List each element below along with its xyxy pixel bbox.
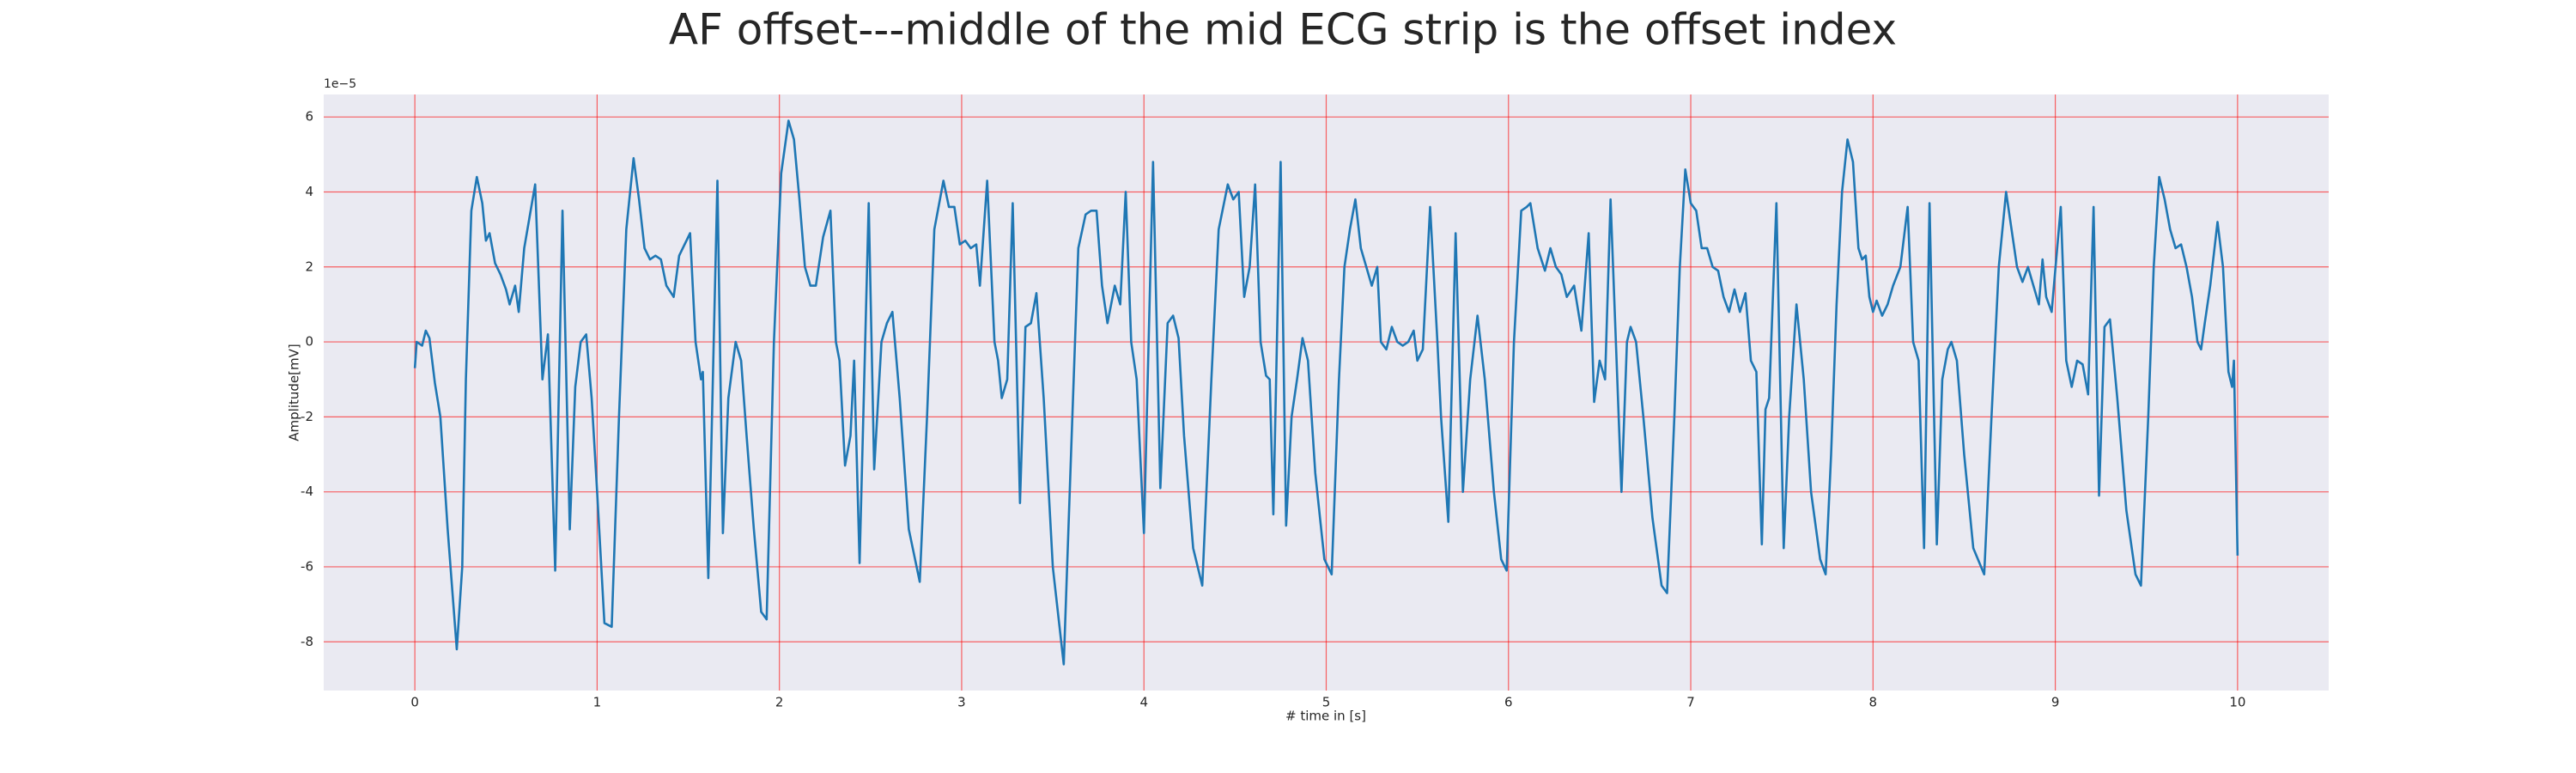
y-tick-label: -4 xyxy=(301,484,313,499)
x-tick-label: 3 xyxy=(957,695,966,710)
signal-line xyxy=(413,119,2239,666)
x-tick-label: 2 xyxy=(775,695,784,710)
x-tick-label: 4 xyxy=(1139,695,1148,710)
y-tick-label: -8 xyxy=(301,634,313,649)
y-tick-label: -6 xyxy=(301,558,313,574)
x-tick-label: 10 xyxy=(2229,695,2245,710)
x-tick-label: 6 xyxy=(1504,695,1513,710)
y-tick-label: 6 xyxy=(305,109,313,125)
x-tick-label: 5 xyxy=(1322,695,1331,710)
x-axis-label: # time in [s] xyxy=(1285,709,1366,724)
y-tick-label: 4 xyxy=(305,184,313,199)
y-axis-label: Amplitude[mV] xyxy=(287,344,302,441)
x-tick-label: 8 xyxy=(1869,695,1878,710)
x-tick-label: 1 xyxy=(593,695,602,710)
x-tick-label: 9 xyxy=(2051,695,2060,710)
y-tick-label: -2 xyxy=(301,409,313,424)
x-tick-label: 0 xyxy=(410,695,419,710)
y-offset-label: 1e−5 xyxy=(324,77,356,91)
chart-title: AF offset---middle of the mid ECG strip … xyxy=(669,5,1897,55)
y-tick-label: 2 xyxy=(305,259,313,274)
x-tick-label: 7 xyxy=(1686,695,1695,710)
y-tick-label: 0 xyxy=(305,334,313,350)
